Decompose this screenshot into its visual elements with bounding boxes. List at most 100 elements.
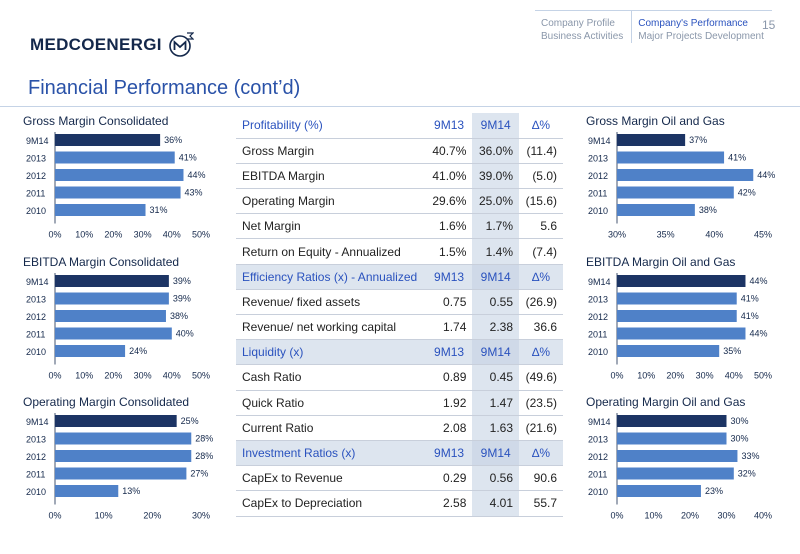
bar-chart-svg: 9M14 37% 2013 41% 2012 44% 2011 42% 2010 38% 30% 35… [588,132,775,240]
nav-group-overview: Company Profile Business Activities [535,11,631,43]
chart-title: EBITDA Margin Consolidated [23,255,180,269]
bar-chart-svg: 9M14 36% 2013 41% 2012 44% 2011 43% 2010 31% 0% 10%… [26,132,210,240]
data-label: 42% [738,188,756,198]
metric-value: 5.6 [519,213,563,240]
chart-operating-margin-oil-gas: Operating Margin Oil and Gas 9M14 30% 2013… [565,393,795,525]
table-row: CapEx to Depreciation 2.58 4.01 55.7 [236,490,563,517]
bar [617,275,746,287]
nav-item-company-profile[interactable]: Company Profile [541,18,615,29]
column-header: 9M14 [472,113,520,139]
financial-ratios-table: Profitability (%) 9M13 9M14 ∆% Gross Margin 4… [236,113,563,517]
metric-value: (7.4) [519,238,563,265]
bar [55,415,177,427]
table-row: Quick Ratio 1.92 1.47 (23.5) [236,390,563,416]
data-label: 24% [129,346,147,356]
page-title: Financial Performance (cont’d) [28,77,301,99]
tick-label: 35% [657,230,675,240]
category-label: 2010 [588,347,608,357]
tick-label: 20% [681,511,699,521]
section-nav: Company Profile Business Activities Comp… [535,10,772,43]
data-label: 32% [738,469,756,479]
table-row: Operating Margin 29.6% 25.0% (15.6) [236,188,563,215]
data-label: 31% [150,205,168,215]
metric-value: 2.58 [425,490,473,517]
bar [55,485,119,497]
category-label: 2013 [26,435,46,445]
metric-value: 4.01 [472,490,520,517]
data-label: 44% [749,329,767,339]
chart-title: EBITDA Margin Oil and Gas [586,255,736,269]
metric-value: 29.6% [425,188,473,215]
metric-value: 1.74 [425,314,473,341]
table-row: Return on Equity - Annualized 1.5% 1.4% (7.… [236,238,563,265]
table-row: EBITDA Margin 41.0% 39.0% (5.0) [236,163,563,190]
bar-chart-svg: 9M14 30% 2013 30% 2012 33% 2011 32% 2010 23% 0% 10%… [588,413,772,521]
tick-label: 0% [48,230,61,240]
tick-label: 20% [104,371,122,381]
tick-label: 40% [705,230,723,240]
bar [55,151,175,164]
metric-value: 36.6 [519,314,563,341]
tick-label: 45% [754,230,772,240]
data-label: 33% [741,451,759,461]
column-header: 9M13 [425,339,473,366]
tick-label: 50% [192,230,210,240]
metric-value: (26.9) [519,289,563,316]
bar [617,134,686,146]
tick-label: 50% [192,371,210,381]
metric-value: 55.7 [519,490,563,517]
nav-item-major-projects[interactable]: Major Projects Development [638,31,764,42]
data-label: 30% [731,434,749,444]
chart-gross-margin-consolidated: Gross Margin Consolidated 9M14 36% 2013 41%… [0,112,230,244]
tick-label: 40% [725,371,743,381]
column-header: 9M13 [425,113,473,139]
table-row: Current Ratio 2.08 1.63 (21.6) [236,415,563,441]
metric-value: 40.7% [425,138,473,164]
bar-chart-svg: 9M14 44% 2013 41% 2012 41% 2011 44% 2010 35% 0% 10%… [588,273,772,381]
column-header: 9M13 [425,440,473,467]
metric-value: 0.75 [425,289,473,316]
metric-value: 0.89 [425,364,473,391]
metric-name: CapEx to Depreciation [236,490,426,517]
metric-value: (5.0) [519,163,563,190]
category-label: 2012 [26,312,46,322]
table-row: Cash Ratio 0.89 0.45 (49.6) [236,364,563,391]
bar [617,169,754,181]
metric-value: (15.6) [519,188,563,215]
metric-value: 0.45 [472,364,520,391]
metric-value: 0.55 [472,289,520,316]
chart-ebitda-margin-consolidated: EBITDA Margin Consolidated 9M14 39% 2013 39… [0,253,230,385]
data-label: 44% [749,276,767,286]
column-header: ∆% [519,440,563,467]
metric-value: (21.6) [519,415,563,441]
column-header: 9M14 [472,264,520,290]
column-header: ∆% [519,264,563,290]
nav-item-company-performance[interactable]: Company's Performance [638,18,748,29]
data-label: 25% [181,416,199,426]
data-label: 41% [179,153,197,163]
category-label: 2013 [588,435,608,445]
metric-value: (11.4) [519,138,563,164]
logo-text: MEDCOENERGI [30,35,162,54]
bar [55,169,184,181]
bar [55,450,192,462]
bar [617,151,725,164]
tick-label: 30% [134,230,152,240]
bar [55,327,172,340]
metric-name: Return on Equity - Annualized [236,238,426,265]
metric-value: 0.56 [472,465,520,492]
metric-value: 0.29 [425,465,473,492]
tick-label: 10% [75,230,93,240]
nav-item-business-activities[interactable]: Business Activities [541,31,624,42]
section-header-row: Liquidity (x) 9M13 9M14 ∆% [236,339,563,366]
category-label: 9M14 [26,136,49,146]
bar [55,204,146,216]
tick-label: 30% [192,511,210,521]
metric-value: 1.4% [472,238,520,265]
bar [617,204,695,216]
data-label: 38% [699,205,717,215]
section-title: Efficiency Ratios (x) - Annualized [236,264,426,290]
bar [617,327,746,340]
category-label: 9M14 [26,417,49,427]
bar [617,467,734,480]
